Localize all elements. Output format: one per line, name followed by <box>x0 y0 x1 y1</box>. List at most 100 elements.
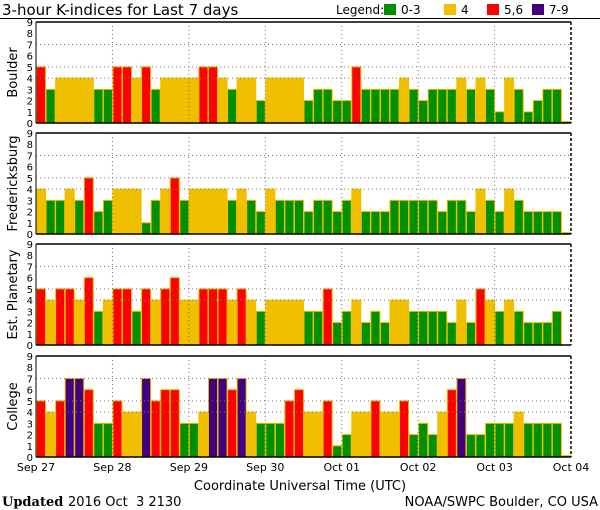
y-tick-label: 7 <box>27 40 33 51</box>
bar <box>513 310 524 346</box>
bar <box>313 88 324 124</box>
bar <box>236 188 247 235</box>
y-tick-label: 7 <box>27 262 33 273</box>
bar <box>74 77 85 124</box>
bar <box>121 288 133 346</box>
bar <box>399 199 410 235</box>
bar <box>246 411 257 458</box>
bar <box>45 299 56 346</box>
y-tick-label: 0 <box>27 230 33 241</box>
bar <box>532 422 543 458</box>
bar <box>102 299 113 346</box>
bar <box>274 199 285 235</box>
chart-title: 3-hour K-indices for Last 7 days <box>2 1 238 19</box>
bar <box>265 77 276 124</box>
bar <box>141 377 152 458</box>
bar <box>131 411 142 458</box>
bar <box>332 211 343 235</box>
y-tick-label: 2 <box>27 97 33 108</box>
bar <box>64 377 75 458</box>
y-tick-label: 1 <box>27 219 33 230</box>
bar <box>532 100 543 124</box>
y-tick-label: 8 <box>27 140 33 151</box>
bar <box>207 188 219 235</box>
bar <box>284 299 295 346</box>
bar <box>351 411 362 458</box>
bar <box>322 88 333 124</box>
bar <box>284 199 295 235</box>
bar <box>418 199 429 235</box>
legend-entry-label: 5,6 <box>504 3 523 17</box>
bar <box>446 88 457 124</box>
bar <box>399 299 410 346</box>
bar <box>141 222 152 235</box>
bar <box>55 400 66 458</box>
bar <box>188 77 199 124</box>
y-tick-label: 0 <box>27 341 33 352</box>
bar <box>418 310 429 346</box>
bar <box>93 88 104 124</box>
bar <box>150 400 161 458</box>
y-tick-label: 4 <box>27 296 33 307</box>
bar <box>485 422 496 458</box>
bar <box>64 77 75 124</box>
bar <box>83 177 94 235</box>
y-tick-label: 5 <box>27 285 33 296</box>
bar <box>141 288 152 346</box>
bar <box>551 88 562 124</box>
bar <box>74 377 85 458</box>
bar <box>150 199 161 235</box>
bar <box>360 411 371 458</box>
y-tick-label: 2 <box>27 208 33 219</box>
bar <box>341 100 352 124</box>
bar <box>370 211 381 235</box>
bar <box>160 288 171 346</box>
bar <box>360 88 371 124</box>
bar <box>504 299 515 346</box>
bar <box>274 299 285 346</box>
bar <box>198 411 209 458</box>
y-tick-label: 8 <box>27 363 33 374</box>
bar <box>255 310 266 346</box>
bar <box>293 199 305 235</box>
bar <box>265 188 276 235</box>
bar <box>198 188 209 235</box>
bar <box>408 88 419 124</box>
y-tick-label: 5 <box>27 397 33 408</box>
bar <box>274 77 285 124</box>
bar <box>293 389 305 458</box>
bar <box>36 66 47 124</box>
bar <box>465 88 476 124</box>
bar <box>274 422 285 458</box>
bar <box>360 322 371 346</box>
bar <box>399 77 410 124</box>
bar <box>45 199 56 235</box>
bar <box>513 199 524 235</box>
bar <box>313 310 324 346</box>
bar <box>141 66 152 124</box>
legend: Legend: 0-3 4 5,6 7-9 <box>336 3 569 17</box>
bar <box>131 310 142 346</box>
panel-label: Boulder <box>6 47 21 98</box>
bar <box>227 199 238 235</box>
bar <box>418 100 429 124</box>
bar <box>551 422 562 458</box>
bar <box>36 288 47 346</box>
bar <box>504 422 515 458</box>
legend-entry-label: 0-3 <box>401 3 421 17</box>
bar <box>112 400 123 458</box>
bar <box>303 411 314 458</box>
bar <box>341 434 352 458</box>
bar <box>322 400 333 458</box>
panels: Boulder0123456789Fredericksburg012345678… <box>6 18 572 464</box>
bar <box>485 299 496 346</box>
bar <box>217 188 228 235</box>
bar <box>494 310 505 346</box>
bar <box>532 211 543 235</box>
bar <box>236 288 247 346</box>
bar <box>523 422 534 458</box>
bar <box>465 434 476 458</box>
bar <box>475 77 486 124</box>
panel-label: Fredericksburg <box>6 135 21 231</box>
bar <box>160 77 171 124</box>
